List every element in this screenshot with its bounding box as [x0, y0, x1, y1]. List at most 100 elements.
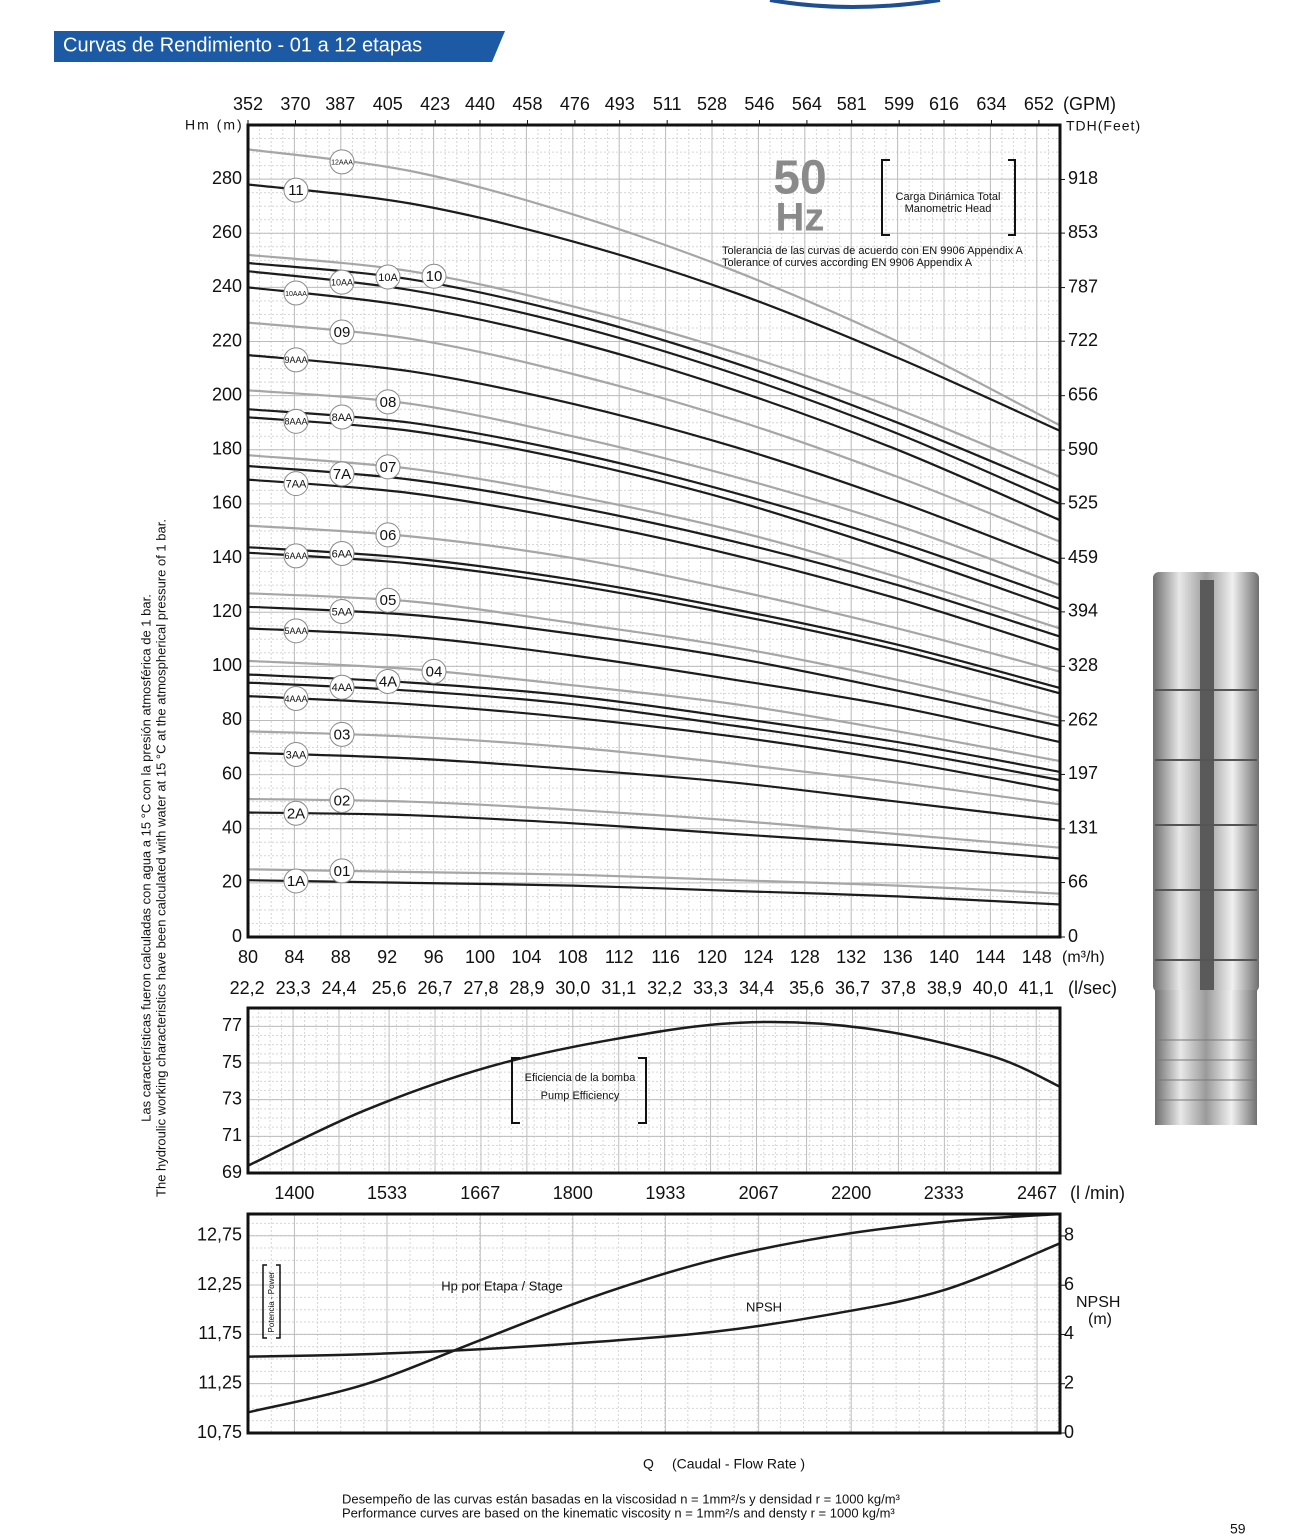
curve-label: 7AA [286, 478, 307, 490]
x-tick-label: 144 [975, 947, 1005, 967]
frequency-unit: Hz [776, 196, 825, 240]
y-tick-label: 180 [212, 439, 242, 459]
plot-frame [246, 1212, 1062, 1435]
x2-tick-label: 476 [560, 94, 590, 114]
curve-label: 5AAA [284, 626, 307, 636]
x-tick-label: 116 [651, 947, 680, 967]
x-tick-label: 28,9 [509, 978, 544, 998]
x-tick-label: 2067 [739, 1183, 779, 1203]
y-tick-label: 12,75 [197, 1224, 242, 1244]
curve [247, 1242, 1061, 1358]
bracket [262, 1264, 281, 1339]
x-tick-label: 136 [883, 947, 913, 967]
curve-badge [283, 868, 309, 894]
y2-axis-unit: (m) [1088, 1311, 1112, 1328]
curve-badge [329, 721, 355, 747]
curve [247, 354, 1061, 565]
x2-tick-label: 423 [420, 94, 450, 114]
curve-label: 12AAA [331, 160, 353, 167]
y-tick-label: 80 [222, 709, 242, 729]
x2-tick-label: 511 [653, 94, 682, 114]
curve-badge [375, 587, 401, 613]
curve [247, 321, 1061, 543]
x-tick-label: 140 [929, 947, 959, 967]
curve-badge [375, 264, 401, 290]
y-tick-label: 69 [222, 1162, 242, 1182]
x-axis-label: (l /min) [1070, 1183, 1125, 1203]
y2-tick-label: 459 [1068, 547, 1098, 567]
x-tick-label: 112 [605, 947, 634, 967]
x-tick-label: 34,4 [739, 978, 774, 998]
x2-tick-label: 370 [280, 94, 310, 114]
curve-badge [329, 674, 355, 700]
x-tick-label: 2333 [924, 1183, 964, 1203]
curve-label: 4A [379, 673, 397, 690]
x-tick-label: 32,2 [647, 978, 682, 998]
y-tick-label: 10,75 [197, 1422, 242, 1442]
x-tick-label: 132 [836, 947, 866, 967]
curve [247, 627, 1061, 744]
curve-label: 2A [287, 805, 305, 822]
pump-image [1153, 572, 1259, 1125]
y-tick-label: 20 [222, 872, 242, 892]
curve-badge [375, 668, 401, 694]
curve-badge [421, 263, 447, 289]
y2-tick-label: 2 [1064, 1372, 1074, 1392]
footer-note: Performance curves are based on the kine… [342, 1505, 895, 1520]
curve-label: 05 [380, 592, 397, 609]
x2-tick-label: 458 [512, 94, 542, 114]
x2-tick-label: 405 [373, 94, 403, 114]
x-tick-label: 30,0 [555, 978, 590, 998]
bracket [881, 159, 1016, 236]
x2-tick-label: 634 [976, 94, 1006, 114]
y2-tick-label: 853 [1068, 222, 1098, 242]
x-tick-label: 1533 [367, 1183, 407, 1203]
curve-label: 09 [334, 324, 351, 341]
curve-badge [283, 177, 309, 203]
y-tick-label: 200 [212, 384, 242, 404]
curve-label: 10 [426, 268, 443, 285]
x-tick-label: 104 [511, 947, 541, 967]
curve-label: 9AAA [284, 355, 307, 365]
y-tick-label: 75 [222, 1052, 242, 1072]
y2-tick-label: 262 [1068, 710, 1098, 730]
curve [247, 270, 1061, 505]
y2-tick-label: 0 [1068, 926, 1078, 946]
bracket [511, 1057, 647, 1124]
y2-tick-label: 4 [1064, 1323, 1074, 1343]
side-label: Potencia - Power [267, 1271, 276, 1332]
curve-badge [329, 404, 355, 430]
curve-label: 8AAA [284, 417, 307, 427]
curve-badge [283, 686, 309, 712]
curve-label: 7A [333, 466, 351, 483]
curve [247, 879, 1061, 906]
y2-tick-label: 656 [1068, 384, 1098, 404]
header-banner [54, 31, 505, 62]
x-tick-label: 35,6 [789, 978, 824, 998]
curve-badge [283, 408, 309, 434]
page-number: 59 [1230, 1521, 1246, 1535]
curve [247, 551, 1061, 695]
curve-badge [283, 543, 309, 569]
x2-tick-label: 387 [325, 94, 355, 114]
x-tick-label: 31,1 [601, 978, 636, 998]
x-tick-label: 108 [558, 947, 588, 967]
y-tick-label: 280 [212, 168, 242, 188]
curve-badge [329, 858, 355, 884]
flow-label: (Caudal - Flow Rate ) [672, 1456, 805, 1472]
x-tick-label: 84 [284, 947, 304, 967]
x-tick-label: 2200 [831, 1183, 871, 1203]
box-label: Carga Dinámica Total [896, 191, 1001, 203]
y2-tick-label: 197 [1068, 763, 1098, 783]
series-label: Hp por Etapa / Stage [441, 1278, 562, 1293]
curve-badge [329, 541, 355, 567]
x2-tick-label: 440 [465, 94, 495, 114]
y-tick-label: 11,25 [198, 1372, 242, 1392]
curve-badge [329, 598, 355, 624]
y-tick-label: 40 [222, 817, 242, 837]
x2-tick-label: 616 [929, 94, 959, 114]
flow-label: Q [643, 1456, 654, 1472]
y-tick-label: 60 [222, 763, 242, 783]
x2-tick-label: 546 [744, 94, 774, 114]
